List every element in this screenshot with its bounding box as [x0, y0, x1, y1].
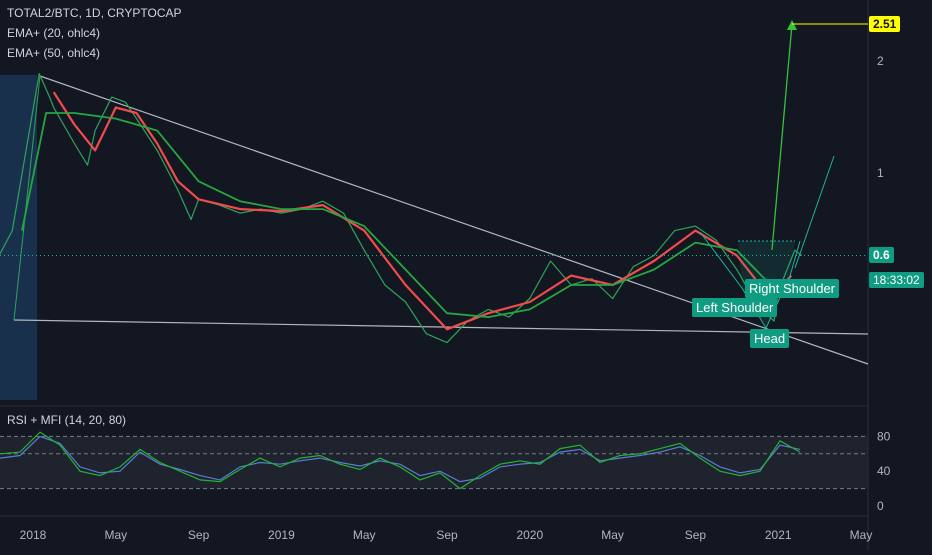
price-tick-label: 2: [877, 54, 884, 68]
rsi-tick-label: 80: [877, 429, 891, 443]
left-shoulder-label: Left Shoulder: [692, 298, 778, 317]
time-tick-label: Sep: [188, 528, 210, 542]
time-tick-label: May: [104, 528, 127, 542]
support-trendline: [13, 319, 869, 335]
series-ema-20: [52, 91, 793, 331]
series-total2-btc: [0, 72, 803, 344]
right-shoulder-label: Right Shoulder: [745, 279, 839, 298]
series-mfi: [0, 431, 801, 490]
target-price-label: 2.51: [869, 16, 901, 32]
series-rsi: [0, 435, 801, 483]
pattern-outline: [699, 231, 801, 330]
price-tick-label: 1: [877, 166, 884, 180]
time-tick-label: May: [601, 528, 624, 542]
time-tick-label: 2020: [516, 528, 543, 542]
bar-countdown: 18:33:02: [869, 272, 924, 288]
highlight-range: [0, 75, 37, 400]
symbol-title: TOTAL2/BTC, 1D, CRYPTOCAP: [7, 6, 182, 20]
time-tick-label: May: [850, 528, 873, 542]
series-ema-50: [21, 112, 795, 319]
time-tick-label: Sep: [685, 528, 707, 542]
time-tick-label: 2018: [20, 528, 47, 542]
rsi-legend[interactable]: RSI + MFI (14, 20, 80): [7, 413, 127, 427]
projection-line: [794, 155, 835, 269]
time-tick-label: May: [353, 528, 376, 542]
ema50-legend[interactable]: EMA+ (50, ohlc4): [7, 46, 101, 60]
time-tick-label: 2019: [268, 528, 295, 542]
rsi-tick-label: 0: [877, 499, 884, 513]
rally-line: [13, 75, 41, 321]
time-tick-label: 2021: [765, 528, 792, 542]
ema20-legend[interactable]: EMA+ (20, ohlc4): [7, 26, 101, 40]
rsi-band: [0, 436, 868, 489]
last-price-label: 0.6: [869, 247, 894, 263]
head-label: Head: [750, 329, 790, 348]
rsi-tick-label: 40: [877, 464, 891, 478]
target-arrow: [771, 23, 793, 251]
time-tick-label: Sep: [436, 528, 458, 542]
descending-trendline: [39, 75, 869, 365]
target-arrowhead: [787, 20, 797, 30]
